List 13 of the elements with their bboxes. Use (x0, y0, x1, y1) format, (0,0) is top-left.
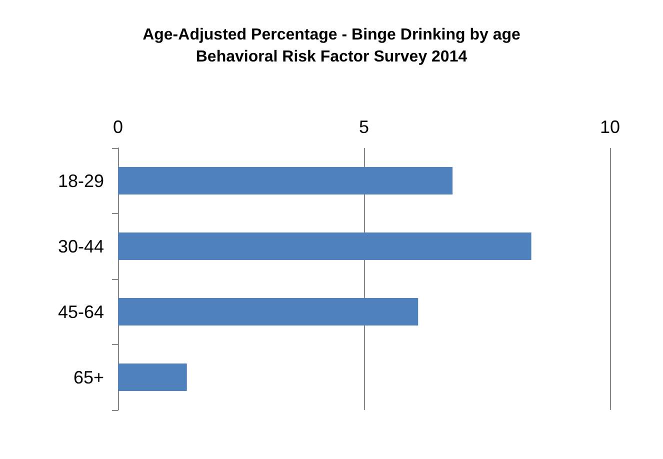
x-tick-label: 0 (112, 117, 124, 137)
y-tick-label: 45-64 (58, 302, 104, 322)
x-tick-label: 10 (600, 117, 620, 137)
x-tick-label: 5 (358, 117, 370, 137)
y-tick-label: 30-44 (58, 236, 104, 256)
chart-title: Age-Adjusted Percentage - Binge Drinking by age (142, 26, 521, 44)
y-tick-label: 65+ (73, 367, 104, 388)
bar (118, 232, 532, 260)
y-tick-label: 18-29 (58, 170, 104, 191)
bar (118, 166, 453, 195)
chart-subtitle: Behavioral Risk Factor Survey 2014 (196, 48, 468, 66)
bar (118, 298, 418, 326)
bar (118, 363, 187, 392)
